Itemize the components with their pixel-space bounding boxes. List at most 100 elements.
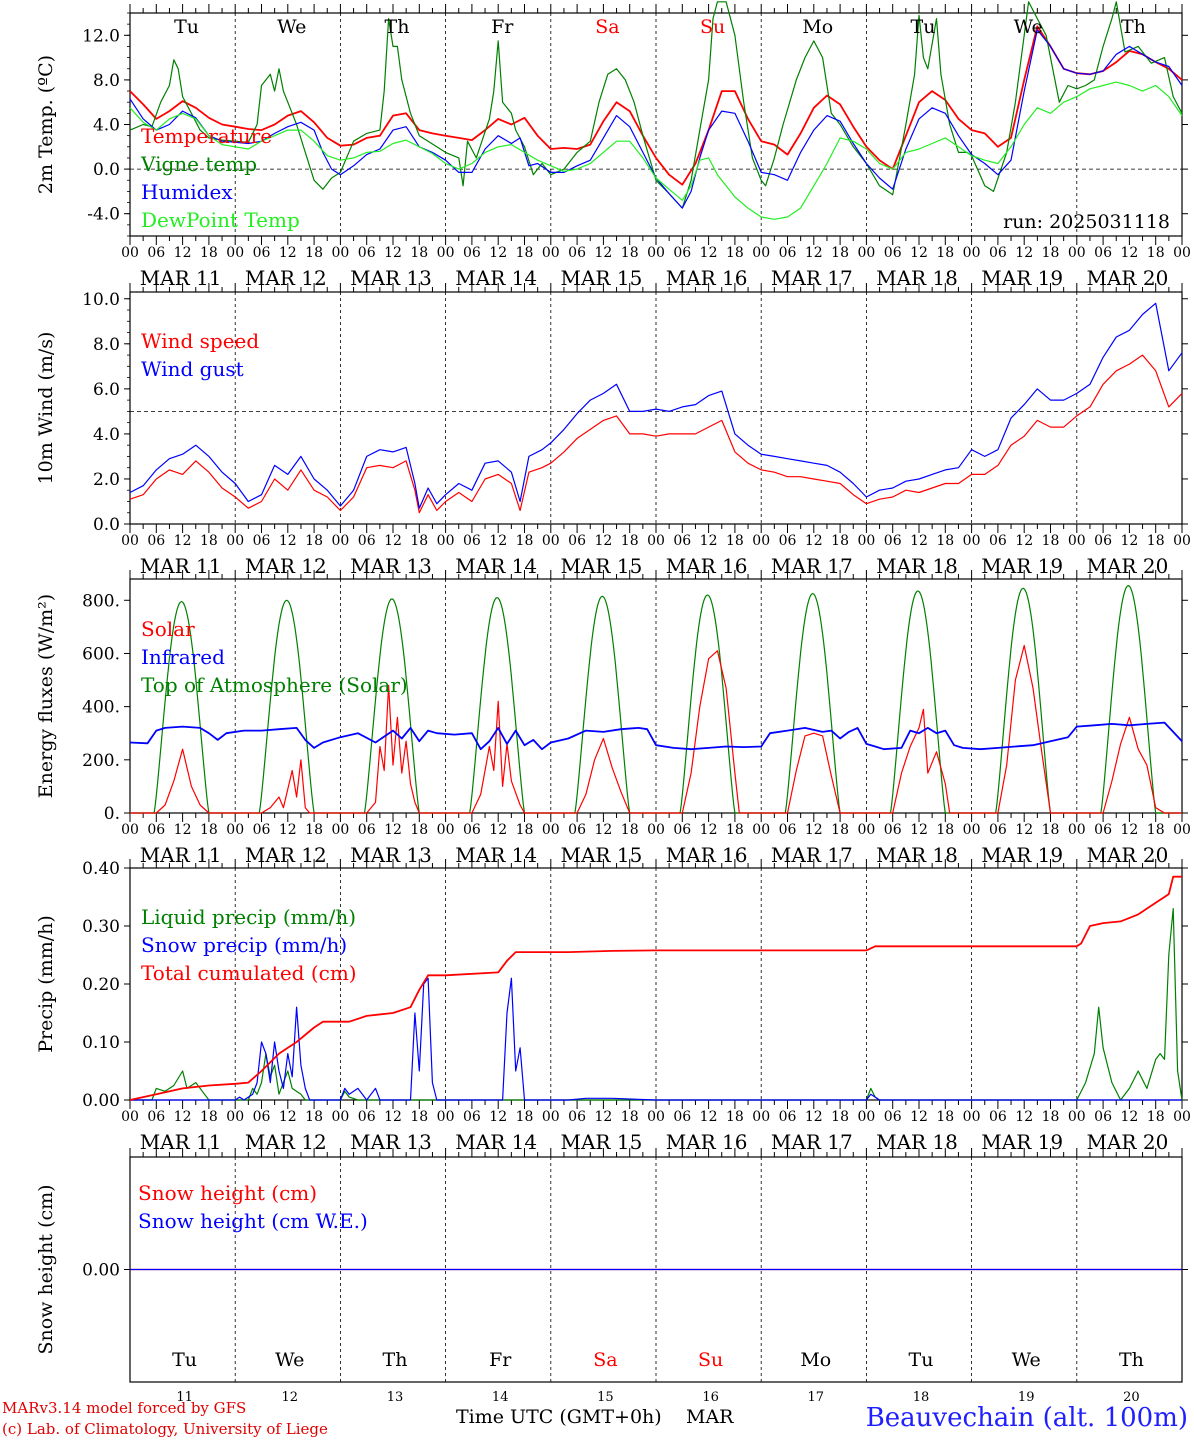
precip-hour-label: 06 [147, 1109, 165, 1125]
precip-y-tick-label: 0.20 [82, 975, 120, 995]
flux-legend-blue: Infrared [141, 645, 225, 669]
flux-hour-label: 12 [1015, 822, 1033, 838]
flux-date-label: MAR 18 [876, 843, 958, 867]
wind-hour-label: 00 [963, 533, 981, 549]
precip-hour-label: 06 [253, 1109, 271, 1125]
x-axis-month: MAR [686, 1406, 734, 1428]
precip-date-label: MAR 18 [876, 1130, 958, 1154]
precip-y-axis-label: Precip (mm/h) [35, 915, 57, 1053]
weekday-label-top: Tu [911, 16, 936, 38]
wind-y-tick-label: 8.0 [93, 335, 120, 355]
flux-date-label: MAR 12 [245, 843, 327, 867]
wind-hour-label: 00 [121, 533, 139, 549]
temp-y-tick-label: 12.0 [82, 26, 120, 46]
precip-hour-label: 00 [226, 1109, 244, 1125]
weekday-label-bottom: Tu [172, 1349, 197, 1371]
temp-hour-label: 12 [279, 245, 297, 261]
temp-hour-label: 00 [542, 245, 560, 261]
precip-hour-label: 18 [831, 1109, 849, 1125]
weekday-label-top: Th [385, 16, 410, 38]
temp-hour-label: 06 [358, 245, 376, 261]
snow-y-tick-label: 0.00 [82, 1261, 120, 1281]
temp-y-axis-label: 2m Temp. (ºC) [35, 55, 57, 194]
flux-hour-label: 00 [1068, 822, 1086, 838]
weekday-label-bottom: Mo [800, 1349, 831, 1371]
flux-date-label: MAR 14 [455, 843, 537, 867]
precip-hour-label: 06 [673, 1109, 691, 1125]
wind-hour-label: 06 [253, 533, 271, 549]
flux-y-tick-label: 0. [104, 804, 120, 824]
temp-hour-label: 00 [752, 245, 770, 261]
wind-hour-label: 18 [305, 533, 323, 549]
wind-hour-label: 06 [673, 533, 691, 549]
flux-hour-label: 18 [1147, 822, 1165, 838]
day-number: 19 [1018, 1390, 1035, 1405]
precip-hour-label: 12 [805, 1109, 823, 1125]
wind-hour-label-end: 00 [1173, 533, 1191, 549]
wind-hour-label: 12 [174, 533, 192, 549]
wind-date-label: MAR 17 [771, 554, 853, 578]
flux-y-tick-label: 800. [82, 591, 120, 611]
snow-y-axis-label: Snow height (cm) [35, 1184, 57, 1354]
flux-hour-label: 12 [279, 822, 297, 838]
temp-hour-label: 06 [884, 245, 902, 261]
temp-date-label: MAR 17 [771, 266, 853, 290]
flux-hour-label: 18 [410, 822, 428, 838]
wind-hour-label: 18 [410, 533, 428, 549]
wind-hour-label: 18 [516, 533, 534, 549]
flux-hour-label: 12 [594, 822, 612, 838]
flux-hour-label: 00 [647, 822, 665, 838]
wind-hour-label: 06 [358, 533, 376, 549]
temp-y-tick-label: 8.0 [93, 71, 120, 91]
flux-date-label: MAR 15 [561, 843, 643, 867]
temp-series-humidex [129, 29, 1183, 209]
temp-hour-label: 00 [963, 245, 981, 261]
day-number: 11 [176, 1390, 193, 1405]
precip-hour-label: 00 [963, 1109, 981, 1125]
credit-lab: (c) Lab. of Climatology, University of L… [2, 1420, 328, 1438]
wind-series-wind-speed [129, 354, 1183, 514]
flux-hour-label: 06 [1094, 822, 1112, 838]
temp-y-tick-label: 0.0 [93, 160, 120, 180]
temp-hour-label: 06 [1094, 245, 1112, 261]
wind-y-tick-label: 6.0 [93, 380, 120, 400]
flux-hour-label: 06 [253, 822, 271, 838]
flux-hour-label: 18 [200, 822, 218, 838]
panel-frames [124, 4, 1188, 1383]
precip-date-label: MAR 12 [245, 1130, 327, 1154]
precip-hour-label: 00 [542, 1109, 560, 1125]
wind-hour-label: 12 [805, 533, 823, 549]
day-number: 15 [597, 1390, 614, 1405]
temp-series-vigne-temp [129, 1, 1183, 209]
weekday-label-bottom: Tu [909, 1349, 934, 1371]
day-number: 13 [387, 1390, 404, 1405]
precip-series-liquid-precip-mm-h [130, 907, 1183, 1101]
temp-hour-label: 06 [253, 245, 271, 261]
flux-hour-label: 06 [358, 822, 376, 838]
precip-hour-label: 18 [200, 1109, 218, 1125]
precip-hour-label: 06 [1094, 1109, 1112, 1125]
precip-date-label: MAR 15 [561, 1130, 643, 1154]
flux-hour-label: 12 [1120, 822, 1138, 838]
temp-hour-label: 12 [594, 245, 612, 261]
flux-legend-green: Top of Atmosphere (Solar) [141, 673, 408, 697]
temp-date-label: MAR 18 [876, 266, 958, 290]
weekday-label-top: Tu [174, 16, 199, 38]
wind-hour-label: 06 [568, 533, 586, 549]
precip-y-tick-label: 0.10 [82, 1033, 120, 1053]
precip-legend-green: Liquid precip (mm/h) [141, 905, 356, 929]
flux-hour-label: 12 [805, 822, 823, 838]
temp-date-label: MAR 13 [350, 266, 432, 290]
wind-hour-label: 00 [647, 533, 665, 549]
wind-hour-label: 12 [594, 533, 612, 549]
wind-hour-label: 06 [989, 533, 1007, 549]
temp-hour-label: 12 [174, 245, 192, 261]
flux-hour-label: 18 [726, 822, 744, 838]
flux-date-label: MAR 16 [666, 843, 748, 867]
temp-hour-label: 00 [226, 245, 244, 261]
temp-hour-label: 00 [647, 245, 665, 261]
flux-y-tick-label: 600. [82, 644, 120, 664]
wind-hour-label: 18 [936, 533, 954, 549]
temp-date-label: MAR 14 [455, 266, 537, 290]
